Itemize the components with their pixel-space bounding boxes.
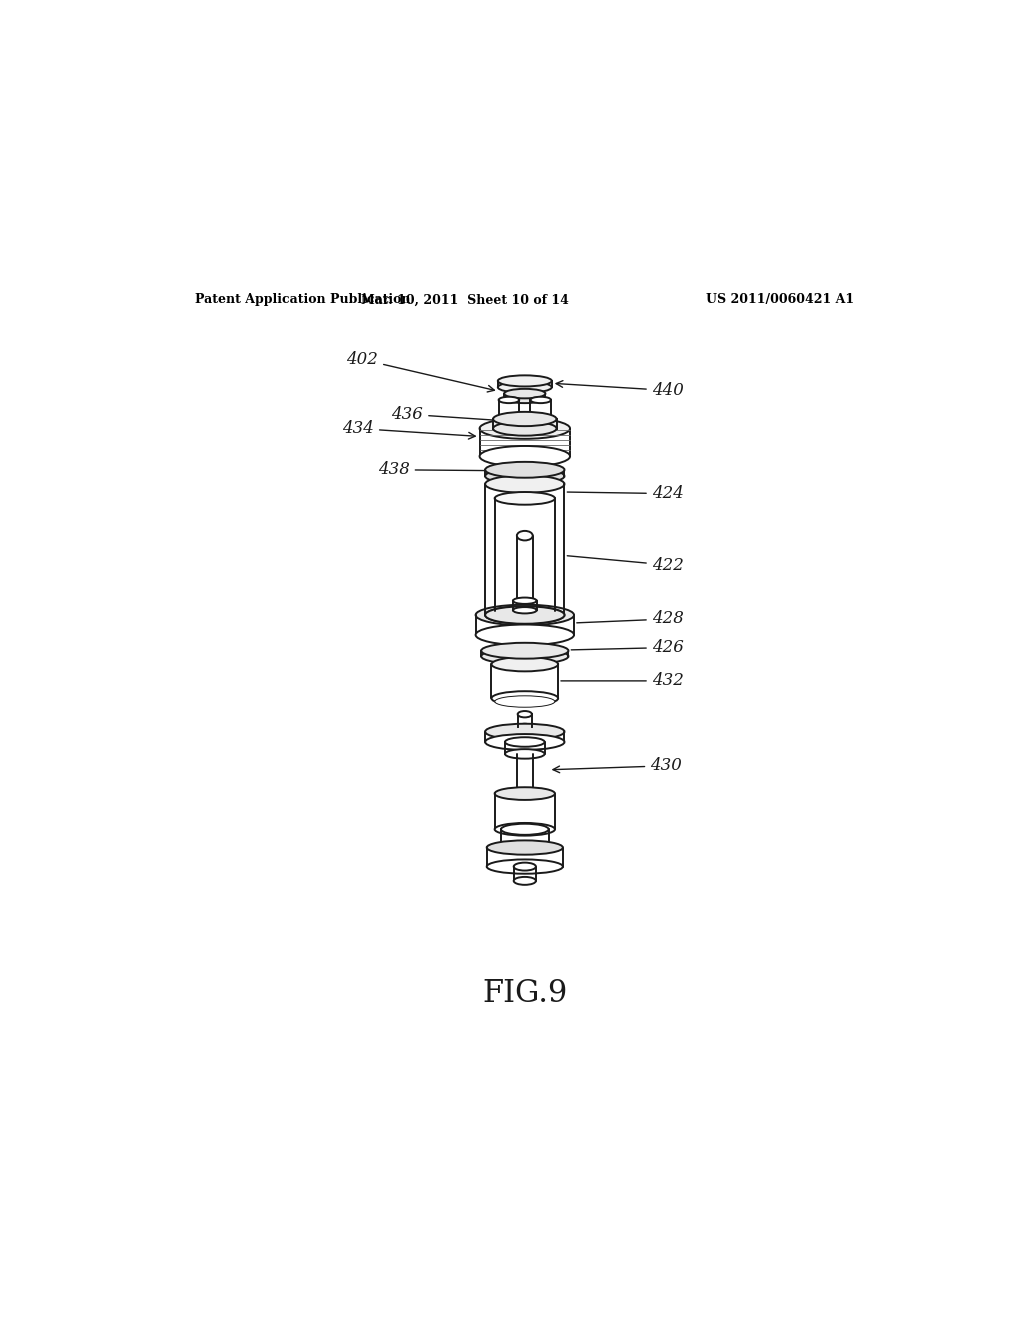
Ellipse shape bbox=[530, 397, 551, 403]
Ellipse shape bbox=[498, 375, 552, 387]
Ellipse shape bbox=[501, 824, 549, 834]
Ellipse shape bbox=[493, 421, 557, 436]
Ellipse shape bbox=[530, 414, 551, 421]
Text: Patent Application Publication: Patent Application Publication bbox=[196, 293, 411, 306]
Ellipse shape bbox=[505, 750, 545, 759]
Ellipse shape bbox=[504, 389, 546, 399]
Ellipse shape bbox=[504, 393, 546, 403]
Text: 402: 402 bbox=[346, 351, 495, 392]
Ellipse shape bbox=[481, 648, 568, 664]
Ellipse shape bbox=[499, 414, 519, 421]
Text: 430: 430 bbox=[553, 758, 682, 775]
Ellipse shape bbox=[479, 446, 570, 466]
Ellipse shape bbox=[517, 531, 532, 540]
Ellipse shape bbox=[486, 841, 563, 854]
Text: 438: 438 bbox=[378, 461, 484, 478]
Ellipse shape bbox=[485, 475, 564, 492]
Ellipse shape bbox=[492, 692, 558, 705]
Ellipse shape bbox=[485, 606, 564, 624]
Text: FIG.9: FIG.9 bbox=[482, 978, 567, 1008]
Text: 440: 440 bbox=[556, 380, 684, 399]
Ellipse shape bbox=[514, 876, 536, 884]
Ellipse shape bbox=[499, 397, 519, 403]
Text: 424: 424 bbox=[567, 484, 684, 502]
Text: 436: 436 bbox=[391, 405, 522, 422]
Ellipse shape bbox=[518, 711, 531, 717]
Text: 434: 434 bbox=[342, 420, 475, 440]
Ellipse shape bbox=[485, 723, 564, 739]
Ellipse shape bbox=[501, 842, 549, 853]
Ellipse shape bbox=[495, 822, 555, 836]
Ellipse shape bbox=[475, 605, 574, 626]
Text: 422: 422 bbox=[567, 556, 684, 573]
Ellipse shape bbox=[485, 462, 564, 478]
Ellipse shape bbox=[492, 657, 558, 672]
Ellipse shape bbox=[498, 381, 552, 393]
Ellipse shape bbox=[485, 606, 564, 624]
Ellipse shape bbox=[495, 492, 555, 504]
Ellipse shape bbox=[495, 787, 555, 800]
Ellipse shape bbox=[479, 418, 570, 438]
Ellipse shape bbox=[493, 412, 557, 426]
Text: 426: 426 bbox=[571, 639, 684, 656]
Ellipse shape bbox=[486, 859, 563, 874]
Ellipse shape bbox=[514, 862, 536, 871]
Ellipse shape bbox=[511, 647, 539, 655]
Text: 432: 432 bbox=[561, 672, 684, 689]
Ellipse shape bbox=[513, 607, 537, 614]
Ellipse shape bbox=[495, 696, 555, 708]
Ellipse shape bbox=[475, 624, 574, 645]
Ellipse shape bbox=[481, 643, 568, 659]
Ellipse shape bbox=[485, 469, 564, 484]
Ellipse shape bbox=[513, 598, 537, 605]
Ellipse shape bbox=[485, 734, 564, 750]
Text: Mar. 10, 2011  Sheet 10 of 14: Mar. 10, 2011 Sheet 10 of 14 bbox=[361, 293, 569, 306]
Text: 428: 428 bbox=[577, 610, 684, 627]
Ellipse shape bbox=[505, 738, 545, 747]
Text: US 2011/0060421 A1: US 2011/0060421 A1 bbox=[706, 293, 854, 306]
Ellipse shape bbox=[518, 723, 531, 730]
